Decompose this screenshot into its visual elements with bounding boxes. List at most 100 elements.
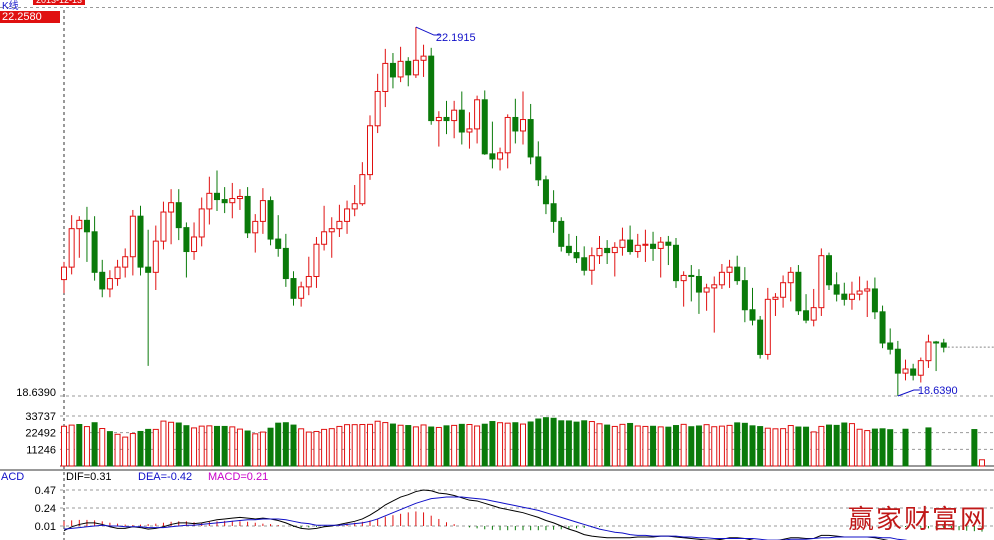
volume-bar [665, 426, 672, 467]
volume-bar [458, 423, 465, 467]
candle-body [634, 244, 641, 253]
volume-bar [466, 424, 473, 467]
candle-body [451, 109, 458, 122]
candle-body [826, 255, 832, 286]
volume-bar [298, 428, 305, 467]
candle-body [321, 231, 328, 245]
candle-body [298, 286, 305, 299]
candle-body [122, 256, 129, 268]
candle-body [688, 274, 695, 277]
volume-bar [367, 423, 373, 467]
candle-body [764, 298, 771, 355]
volume-bar [856, 428, 863, 467]
high-annotation-label: 22.1915 [436, 32, 476, 44]
candle-body [542, 179, 549, 205]
candle-body [489, 153, 496, 160]
volume-bar [627, 422, 634, 467]
volume-bar [741, 422, 748, 467]
candle-body [772, 296, 779, 300]
volume-bar [497, 422, 504, 467]
candle-body [382, 62, 389, 92]
volume-bar [611, 425, 618, 467]
volume-bar [848, 423, 855, 467]
macd-dea-label: DEA=-0.42 [138, 471, 192, 483]
volume-bar [650, 425, 657, 467]
volume-bar [397, 424, 404, 467]
volume-bar [841, 422, 848, 467]
volume-bar [191, 427, 198, 467]
candle-body [99, 271, 106, 290]
candle-body [535, 156, 542, 181]
volume-bar [405, 425, 412, 467]
candle-body [940, 342, 947, 348]
volume-bar [198, 425, 205, 467]
candle-body [749, 309, 756, 321]
volume-bar [726, 424, 733, 467]
volume-bar [879, 428, 886, 467]
candle-body [412, 59, 419, 76]
volume-bar [504, 422, 511, 467]
macd-panel-label: ACD [1, 471, 24, 483]
volume-bar [183, 425, 190, 467]
volume-bar [864, 430, 871, 467]
candle-body [596, 247, 603, 257]
volume-bar [818, 425, 825, 467]
volume-bar [481, 423, 488, 467]
candle-body [588, 255, 595, 271]
low-annotation-leader [897, 389, 920, 397]
candle-body [244, 195, 251, 234]
candle-body [780, 282, 787, 298]
candle-body [520, 119, 526, 132]
candle-body [795, 271, 802, 312]
volume-bar [795, 426, 802, 467]
volume-bar [887, 429, 894, 467]
candle-body [229, 198, 236, 204]
candle-body [902, 368, 909, 374]
candle-body [650, 243, 657, 249]
candle-body [887, 342, 894, 350]
volume-bar [61, 425, 67, 467]
candle-body [236, 195, 243, 200]
volume-bar [581, 420, 588, 467]
candle-body [581, 257, 588, 271]
volume-bar [535, 418, 542, 467]
watermark-logo: 赢家财富网 [847, 505, 988, 535]
candle-body [145, 266, 152, 273]
candle-body [619, 239, 626, 248]
volume-bar [236, 428, 243, 467]
candle-body [168, 202, 175, 213]
volume-bar [76, 424, 83, 467]
volume-bar [833, 424, 840, 467]
candle-body [443, 116, 450, 122]
volume-bar [979, 459, 985, 467]
macd-axis-label: 0.01 [35, 521, 56, 533]
dea-line [63, 496, 908, 540]
candle-body [726, 266, 733, 273]
candle-body [910, 368, 917, 376]
candle-body [344, 208, 351, 222]
candle-body [458, 109, 465, 133]
volume-bar [871, 428, 878, 467]
kline-tab[interactable]: K线 [2, 1, 19, 12]
candle-body [848, 293, 855, 300]
volume-bar [244, 430, 251, 467]
volume-bar [359, 424, 366, 467]
volume-bar [780, 428, 787, 467]
volume-bar [175, 422, 182, 467]
volume-bar [596, 423, 603, 467]
volume-bar [512, 422, 519, 467]
candle-body [550, 203, 557, 222]
price-axis-label: 18.6390 [16, 387, 56, 399]
volume-bar [91, 422, 98, 467]
volume-bar [902, 428, 909, 467]
volume-bar [282, 422, 289, 467]
candle-body [497, 152, 504, 160]
candle-body [420, 55, 427, 61]
volume-axis-label: 11246 [26, 444, 56, 456]
low-annotation-label: 18.6390 [918, 385, 958, 397]
candle-body [642, 243, 649, 246]
volume-bar [642, 425, 649, 467]
volume-bar [550, 417, 557, 467]
candle-body [604, 247, 611, 254]
